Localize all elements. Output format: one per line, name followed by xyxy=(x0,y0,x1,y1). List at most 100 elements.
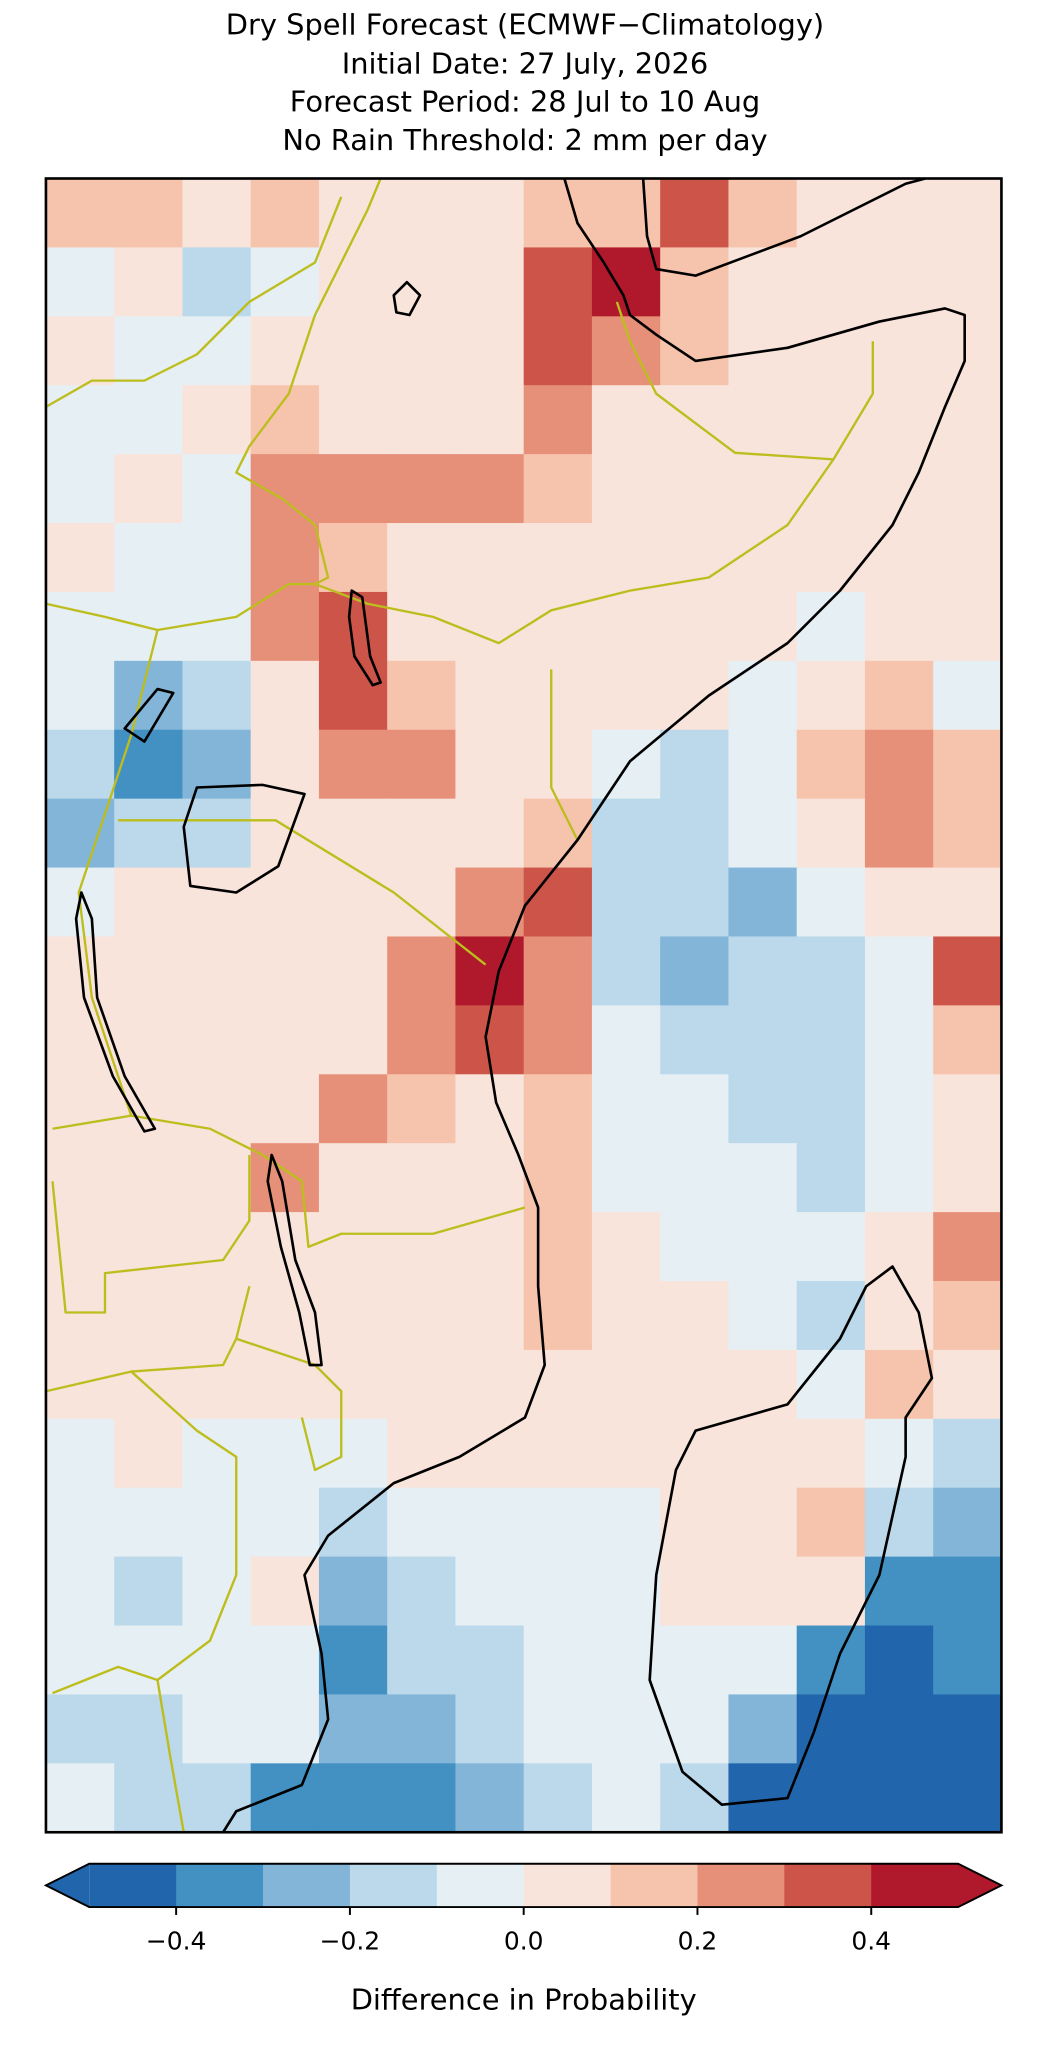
grid-cell xyxy=(796,1418,866,1489)
grid-cell xyxy=(523,1418,593,1489)
grid-cell xyxy=(728,1349,798,1420)
grid-cell xyxy=(796,729,866,800)
grid-cell xyxy=(660,1212,730,1282)
border xyxy=(51,1155,251,1314)
grid-cell xyxy=(455,1349,525,1420)
grid-cells xyxy=(45,178,1003,1833)
grid-cell xyxy=(250,523,320,593)
grid-cell xyxy=(45,385,115,455)
grid-cell xyxy=(182,1763,252,1833)
grid-cell xyxy=(523,729,593,800)
grid-cell xyxy=(45,1763,115,1833)
grid-cell xyxy=(250,936,320,1007)
coastline xyxy=(641,177,926,277)
grid-cell xyxy=(318,454,388,524)
grid-cell xyxy=(114,385,184,455)
grid-cell xyxy=(591,591,661,662)
grid-cell xyxy=(455,1763,525,1833)
colorbar-tick-label: 0.4 xyxy=(851,1927,891,1956)
grid-cell xyxy=(182,385,252,455)
grid-cell xyxy=(114,1418,184,1489)
grid-cell xyxy=(182,936,252,1007)
grid-cell xyxy=(864,1487,934,1558)
grid-cell xyxy=(660,798,730,869)
grid-cell xyxy=(114,1625,184,1696)
grid-cell xyxy=(250,729,320,800)
grid-cell xyxy=(933,867,1003,938)
grid-cell xyxy=(45,316,115,386)
grid-cell xyxy=(591,1418,661,1489)
grid-cell xyxy=(523,454,593,524)
grid-cell xyxy=(114,247,184,317)
grid-cell xyxy=(523,178,593,249)
colorbar-tick-label: 0.2 xyxy=(678,1927,718,1956)
grid-cell xyxy=(318,1005,388,1075)
grid-cell xyxy=(933,316,1003,386)
grid-cell xyxy=(523,1074,593,1144)
grid-cell xyxy=(864,1074,934,1144)
grid-cell xyxy=(933,936,1003,1007)
grid-cell xyxy=(318,798,388,869)
grid-cell xyxy=(114,1005,184,1075)
grid-cell xyxy=(796,454,866,524)
grid-cell xyxy=(591,1625,661,1696)
grid-cell xyxy=(387,316,457,386)
grid-cell xyxy=(182,178,252,249)
grid-cell xyxy=(864,729,934,800)
grid-cell xyxy=(250,1418,320,1489)
colorbar-extend-low xyxy=(45,1863,90,1908)
grid-cell xyxy=(728,454,798,524)
grid-cell xyxy=(864,660,934,731)
grid-cell xyxy=(864,178,934,249)
title-line: Initial Date: 27 July, 2026 xyxy=(342,47,708,81)
grid-cell xyxy=(796,178,866,249)
grid-cell xyxy=(796,316,866,386)
grid-cell xyxy=(796,1212,866,1282)
grid-cell xyxy=(250,591,320,662)
coastline xyxy=(648,1265,934,1807)
grid-cell xyxy=(455,729,525,800)
grid-cell xyxy=(933,798,1003,869)
grid-cell xyxy=(387,1418,457,1489)
lake xyxy=(347,589,382,687)
grid-cell xyxy=(591,454,661,524)
grid-cell xyxy=(455,1694,525,1765)
grid-cell xyxy=(864,1625,934,1696)
grid-cell xyxy=(182,591,252,662)
grid-cell xyxy=(182,729,252,800)
grid-cell xyxy=(250,1074,320,1144)
grid-cell xyxy=(455,1281,525,1351)
title-line: Forecast Period: 28 Jul to 10 Aug xyxy=(290,85,760,119)
grid-cell xyxy=(114,1074,184,1144)
lake xyxy=(182,783,306,894)
grid-cell xyxy=(114,1143,184,1213)
grid-cell xyxy=(45,1625,115,1696)
grid-cell xyxy=(933,1005,1003,1075)
colorbar-tick-label: −0.2 xyxy=(320,1927,381,1956)
grid-cell xyxy=(728,1143,798,1213)
grid-cell xyxy=(864,523,934,593)
grid-cell xyxy=(523,1487,593,1558)
grid-cell xyxy=(250,1487,320,1558)
grid-cell xyxy=(796,1556,866,1627)
grid-cell xyxy=(660,867,730,938)
grid-cell xyxy=(864,798,934,869)
grid-cell xyxy=(523,867,593,938)
grid-cell xyxy=(114,1694,184,1765)
grid-cell xyxy=(864,936,934,1007)
grid-cell xyxy=(796,660,866,731)
grid-cell xyxy=(45,1418,115,1489)
grid-cell xyxy=(796,1074,866,1144)
grid-cell xyxy=(182,867,252,938)
grid-cell xyxy=(796,591,866,662)
grid-cell xyxy=(660,1074,730,1144)
grid-cell xyxy=(114,1556,184,1627)
border xyxy=(45,196,343,408)
grid-cell xyxy=(933,1143,1003,1213)
grid-cell xyxy=(933,660,1003,731)
grid-cell xyxy=(796,385,866,455)
grid-cell xyxy=(591,1487,661,1558)
grid-cell xyxy=(182,523,252,593)
border xyxy=(235,1337,343,1472)
grid-cell xyxy=(114,178,184,249)
